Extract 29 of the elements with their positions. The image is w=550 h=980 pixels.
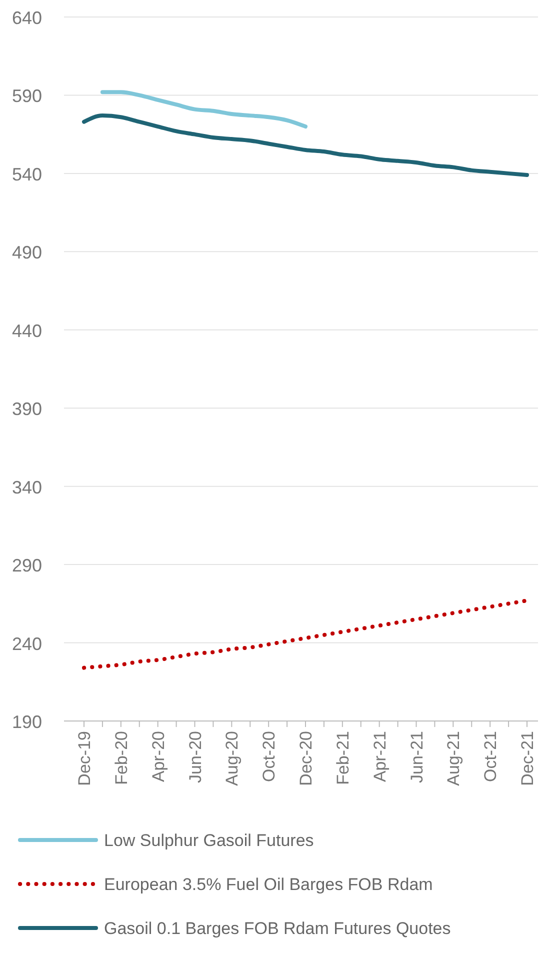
x-tick-label: Dec-21 [518, 731, 537, 786]
x-tick-label: Oct-20 [260, 731, 279, 782]
y-tick-label: 440 [12, 320, 42, 341]
x-tick-label: Dec-20 [296, 731, 316, 786]
x-tick-label: Jun-20 [186, 731, 205, 783]
y-tick-label: 540 [12, 164, 42, 184]
y-tick-label: 240 [12, 634, 42, 654]
line-series [100, 90, 308, 129]
legend-label: Gasoil 0.1 Barges FOB Rdam Futures Quotes [104, 919, 451, 938]
x-tick-label: Aug-21 [444, 731, 464, 786]
y-tick-label: 640 [12, 8, 42, 28]
x-tick-label: Feb-20 [112, 731, 131, 785]
x-tick-label: Jun-21 [407, 731, 426, 783]
x-tick-label: Aug-20 [222, 731, 242, 786]
x-tick-label: Apr-21 [370, 731, 390, 782]
x-tick-label: Feb-21 [333, 731, 352, 785]
x-tick-label: Oct-21 [481, 731, 500, 782]
y-tick-label: 590 [12, 86, 42, 106]
y-tick-label: 390 [12, 399, 42, 420]
line-series [82, 598, 529, 670]
legend-label: European 3.5% Fuel Oil Barges FOB Rdam [104, 875, 433, 894]
legend-label: Low Sulphur Gasoil Futures [104, 831, 314, 850]
x-tick-label: Dec-19 [75, 731, 94, 786]
y-tick-label: 290 [12, 556, 42, 576]
y-tick-label: 490 [12, 242, 42, 263]
y-tick-label: 190 [12, 712, 42, 732]
y-tick-label: 340 [12, 477, 42, 498]
x-tick-label: Apr-20 [148, 731, 168, 782]
line-series [82, 114, 529, 178]
